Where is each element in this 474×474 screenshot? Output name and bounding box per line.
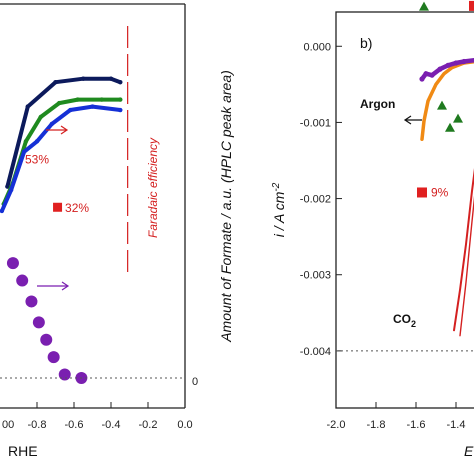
argon-point (445, 62, 451, 68)
left-x-tick-label: -0.4 (102, 419, 121, 431)
left-x-tick-label: -0.8 (28, 419, 47, 431)
right-x-tick-label: -1.8 (367, 419, 386, 431)
right-axis-zero-tick: 0 (192, 376, 198, 388)
red-square-marker (417, 187, 427, 198)
panel-label-b: b) (360, 35, 372, 51)
green-triangle-marker (453, 113, 463, 123)
left-x-tick-label: -0.2 (139, 419, 158, 431)
arrow-right-red-icon (46, 125, 69, 135)
right-y-tick-label: -0.003 (300, 270, 331, 282)
formate-point (16, 274, 29, 287)
faradaic-efficiency-label: Faradaic efficiency (146, 137, 160, 238)
annotation-32-percent: 32% (65, 201, 89, 215)
argon-point (419, 76, 425, 82)
right-x-tick-label: -1.6 (407, 419, 426, 431)
right-plot-frame (335, 11, 474, 409)
annotation-53-percent: 53% (25, 153, 49, 167)
left-series-point (21, 149, 27, 154)
arrow-left-icon (403, 115, 422, 125)
left-series-point (99, 97, 104, 102)
red-square-marker (469, 0, 474, 11)
formate-points-group (6, 257, 88, 384)
left-series-point (38, 114, 43, 120)
right-y-tick-label: -0.002 (300, 194, 331, 206)
left-series-point (90, 104, 95, 109)
left-series-point (5, 184, 10, 189)
right-y-tick-label: -0.001 (300, 117, 331, 129)
left-series-point (23, 139, 29, 144)
left-series-point (53, 80, 58, 85)
argon-point (429, 72, 435, 78)
left-series-point (57, 100, 62, 106)
right-series-group (419, 57, 474, 337)
red-square-marker (53, 202, 63, 212)
formate-point (32, 316, 45, 329)
right-y-tick-label: -0.004 (300, 346, 331, 358)
right-x-axis-label-fragment: E (464, 443, 474, 459)
green-triangle-marker (437, 100, 447, 110)
left-series-point (118, 107, 123, 113)
left-series-group (0, 76, 123, 214)
formate-point (6, 257, 19, 270)
formate-axis-title: Amount of Formate / a.u. (HPLC peak area… (218, 70, 234, 343)
annotation-9-percent: 9% (431, 185, 449, 199)
left-x-tick-partial: 00 (2, 419, 14, 431)
left-series-point (118, 80, 123, 85)
right-x-tick-label: -1.4 (447, 419, 466, 431)
arrow-right-purple-icon (37, 281, 70, 291)
formate-point (58, 368, 71, 381)
argon-point (461, 58, 467, 65)
argon-point (453, 60, 459, 66)
left-series-point (118, 97, 123, 102)
right-y-ticks: 0.000 -0.001 -0.002 -0.003 -0.004 (300, 41, 342, 358)
co2-curve-secondary (459, 195, 474, 337)
right-markers-group (417, 0, 474, 198)
green-triangle-marker (419, 1, 429, 11)
formate-point (40, 333, 53, 346)
left-x-axis-label-fragment: RHE (8, 443, 38, 459)
formate-point (25, 295, 38, 308)
left-series-point (0, 208, 5, 214)
argon-label: Argon (360, 97, 395, 111)
left-series-point (68, 107, 73, 113)
left-x-tick-label: 0.0 (177, 419, 192, 431)
left-series-point (75, 97, 80, 102)
right-x-ticks: -2.0 -1.8 -1.6 -1.4 (327, 402, 466, 431)
left-series-point (8, 187, 14, 193)
left-x-ticks: -0.8 -0.6 -0.4 -0.2 0.0 (28, 402, 193, 431)
argon-point (437, 66, 443, 72)
left-series-point (25, 104, 30, 109)
left-x-tick-label: -0.6 (65, 419, 84, 431)
green-triangle-marker (445, 122, 455, 132)
co2-curve (453, 168, 474, 332)
left-series-point (108, 76, 114, 81)
argon-point (423, 71, 429, 77)
formate-point (47, 351, 60, 364)
right-x-tick-label: -2.0 (327, 419, 346, 431)
left-series-point (34, 139, 40, 144)
co2-label: CO2 (393, 312, 416, 329)
right-y-axis-label: i / A cm-2 (271, 182, 288, 237)
left-series-point (81, 76, 86, 81)
left-series-point (49, 121, 54, 127)
left-series-line (0, 104, 123, 213)
right-y-tick-label: 0.000 (303, 41, 331, 53)
